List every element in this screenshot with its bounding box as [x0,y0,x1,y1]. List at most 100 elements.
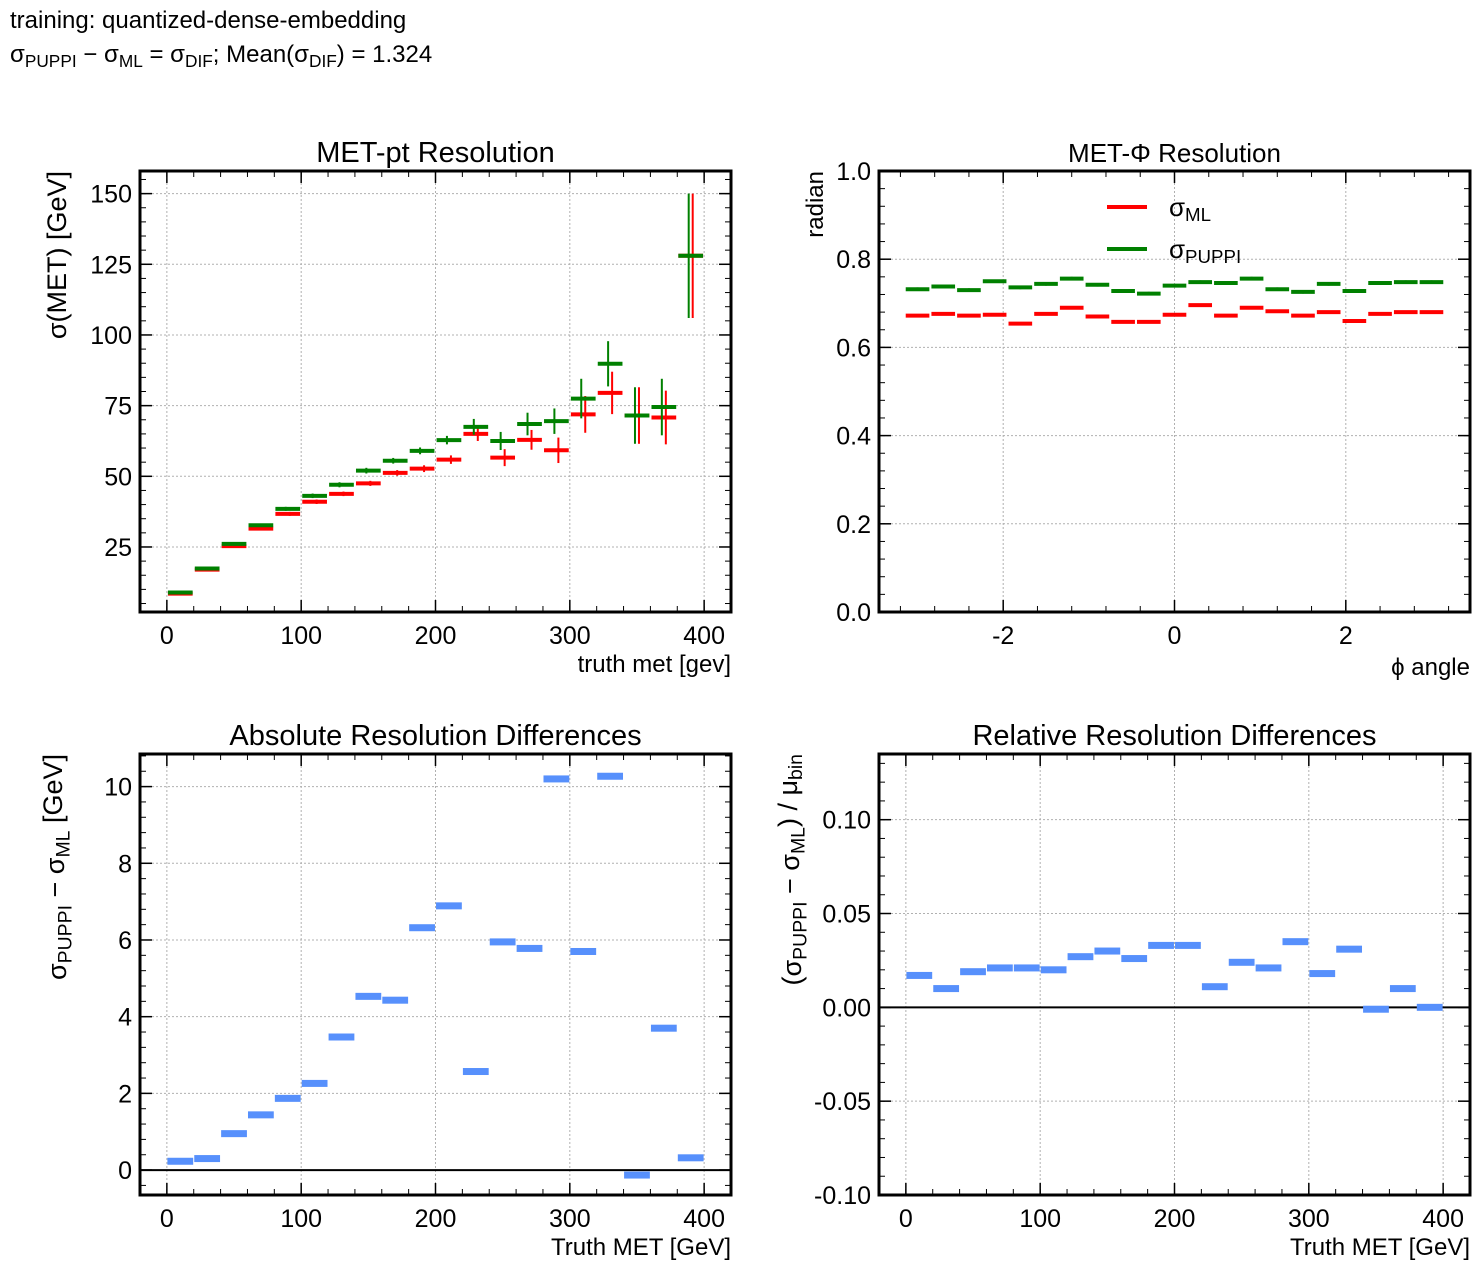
x-tick-label: 100 [1019,1205,1061,1233]
x-tick-label: 0 [160,1205,174,1233]
y-tick-label: 0 [118,1157,132,1185]
chart-title: MET-pt Resolution [316,137,555,169]
bar-rel [1309,970,1336,978]
x-tick-label: 300 [549,1205,591,1233]
bar-rel [906,971,933,979]
chart-absolute_differences: 0 100 200 300 400 0 2 4 6 8 10 Absolute Resolution … [38,720,733,1261]
legend-puppi-label: σPUPPI [1169,234,1241,267]
x-tick-label: 400 [683,1205,725,1233]
y-tick-label: 150 [90,181,132,209]
y-tick-label: 100 [90,322,132,350]
x-tick-label: 400 [683,622,725,650]
x-tick-label: 300 [1288,1205,1330,1233]
y-axis-label: σPUPPI − σML [GeV] [38,754,77,980]
y-tick-label: 6 [118,927,132,955]
x-axis-label: Truth MET [GeV] [551,1234,731,1261]
y-tick-label: 25 [104,534,132,562]
bar-diff [382,996,409,1004]
y-tick-label: 125 [90,251,132,279]
y-tick-label: 0.10 [822,807,871,835]
x-tick-label: 400 [1422,1205,1464,1233]
y-tick-label: 75 [104,393,132,421]
y-tick-label: 0.00 [822,994,871,1022]
y-tick-label: 4 [118,1004,132,1032]
bar-diff [650,1024,677,1032]
y-tick-label: 2 [118,1080,132,1108]
y-tick-label: 1.0 [836,158,871,186]
bar-rel [1013,964,1040,972]
x-tick-label: 200 [1154,1205,1196,1233]
x-tick-label: 300 [549,622,591,650]
chart-title: Relative Resolution Differences [972,720,1376,752]
bar-diff [328,1033,355,1041]
y-tick-label: -0.10 [814,1182,871,1210]
bar-rel [933,985,960,993]
bar-diff [462,1068,489,1076]
x-tick-label: 200 [415,622,457,650]
y-axis-label: σ(MET) [GeV] [42,171,72,339]
bar-rel [1363,1005,1389,1013]
bar-diff [409,924,435,932]
bar-rel [1389,985,1416,993]
legend-ml-label: σML [1169,192,1211,225]
bar-diff [489,938,516,946]
y-axis-label: radian [802,171,829,238]
bar-rel [1067,953,1094,961]
y-tick-label: 0.6 [836,334,871,362]
x-axis-label: Truth MET [GeV] [1290,1234,1470,1261]
bar-diff [301,1079,328,1087]
bar-diff [570,947,597,955]
bar-diff [355,992,382,1000]
chart-title: MET-Φ Resolution [1068,138,1281,168]
y-tick-label: 0.8 [836,246,871,274]
bar-diff [543,775,570,783]
bar-rel [1255,964,1282,972]
training-label: training: quantized-dense-embedding [10,7,407,34]
bar-rel [1228,958,1255,966]
y-tick-label: 0.0 [836,599,871,627]
chart-met_phi_resolution: -2 0 2 0.0 0.2 0.4 0.6 0.8 1.0 MET-Φ Resolution ϕ … [802,138,1472,681]
y-tick-label: 0.2 [836,511,871,539]
x-tick-label: 100 [280,1205,322,1233]
bar-diff [274,1094,301,1102]
bar-rel [1175,941,1201,949]
bar-diff [194,1155,221,1163]
bar-rel [1040,966,1067,974]
bar-rel [1282,938,1309,946]
x-axis-label: truth met [gev] [578,651,731,678]
bar-diff [677,1154,704,1162]
bar-rel [1148,941,1174,949]
chart-relative_differences: 0 100 200 300 400 -0.10 -0.05 0.00 0.05 0.10 Relat… [773,720,1472,1261]
bar-diff [221,1130,247,1138]
y-tick-label: 0.05 [822,901,871,929]
x-tick-label: 0 [899,1205,913,1233]
figure-suptitle: training: quantized-dense-embedding σPUP… [10,4,432,72]
bar-diff [247,1111,274,1119]
x-tick-label: 0 [160,622,174,650]
bar-rel [1336,945,1363,953]
chart-title: Absolute Resolution Differences [229,720,641,752]
x-tick-label: 2 [1339,622,1353,650]
bar-diff [624,1171,650,1179]
chart-met_pt_resolution: 0 100 200 300 400 25 50 75 100 125 150 MET-pt Resol… [42,137,733,678]
x-axis-label: ϕ angle [1391,654,1470,681]
bar-rel [960,968,986,976]
y-tick-label: 10 [104,774,132,802]
y-tick-label: 0.4 [836,423,871,451]
x-tick-label: 100 [280,622,322,650]
bar-diff [167,1157,194,1165]
bar-rel [1201,983,1228,991]
x-tick-label: 200 [415,1205,457,1233]
y-axis-label: (σPUPPI − σML) / μbin [773,754,812,985]
x-tick-label: 0 [1168,622,1182,650]
bar-diff [597,772,624,780]
y-tick-label: 50 [104,463,132,491]
bar-rel [1416,1003,1443,1011]
bar-diff [516,944,543,952]
bar-rel [986,964,1013,972]
mean-difference-label: σPUPPI − σML = σDIF; Mean(σDIF) = 1.324 [10,41,433,71]
bar-diff [436,902,462,910]
y-tick-label: 8 [118,850,132,878]
y-tick-label: -0.05 [814,1088,871,1116]
